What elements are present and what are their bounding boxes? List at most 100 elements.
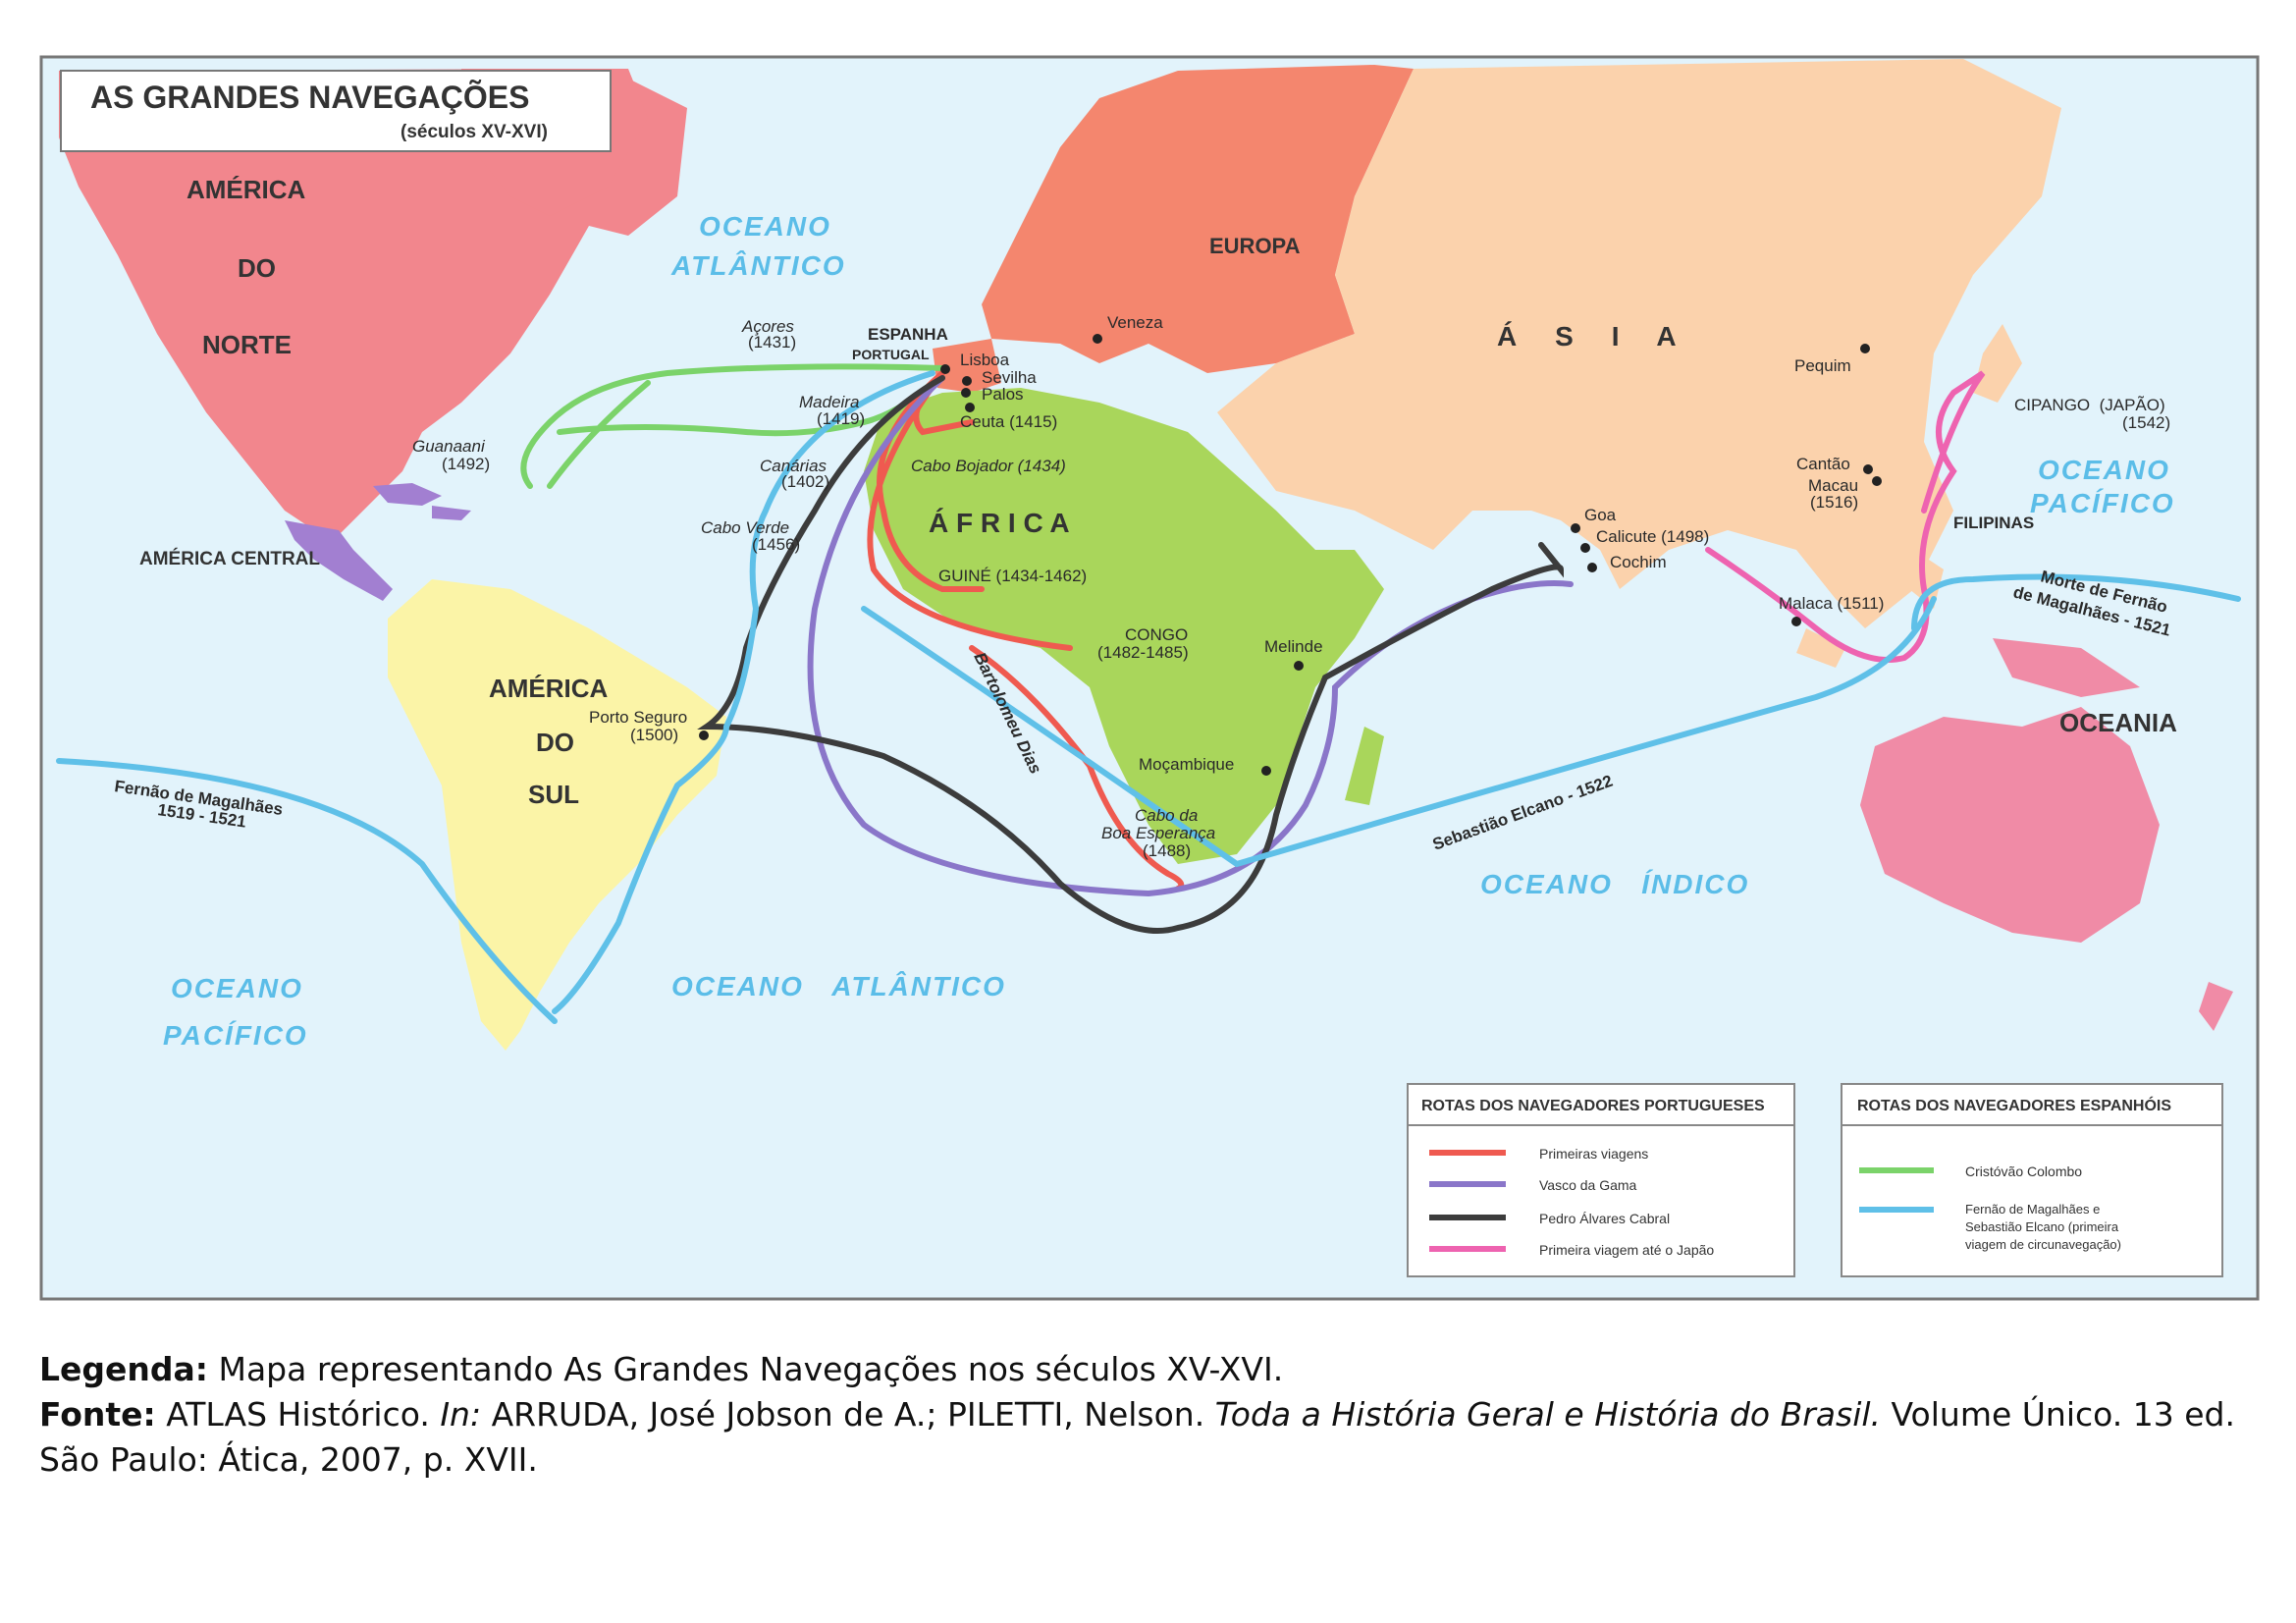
legend-pt-label-1: Primeiras viagens [1539,1146,1648,1162]
route-pedro-alvares-cabral [697,375,1565,934]
label-porto-seguro: Porto Seguro [589,708,687,727]
caribbean-islands [373,483,471,520]
label-guanaani-year: (1492) [442,455,490,473]
label-cipango: CIPANGO (JAPÃO) [2014,396,2165,414]
label-cabo-verde: Cabo Verde [701,518,789,537]
label-filipinas: FILIPINAS [1953,514,2034,532]
legend-es-label-2b: Sebastião Elcano (primeira [1965,1219,2119,1234]
label-sevilha: Sevilha [982,368,1037,387]
label-canarias: Canárias [760,457,828,475]
route-magalhaes-elcano [56,370,935,1024]
label-calicute: Calicute (1498) [1596,527,1709,546]
legend-es-label-1: Cristóvão Colombo [1965,1163,2082,1179]
legend-pt-label-3: Pedro Álvares Cabral [1539,1211,1670,1226]
caption-fonte-b: ARRUDA, José Jobson de A.; PILETTI, Nels… [481,1395,1215,1434]
caption-legenda-key: Legenda: [39,1350,208,1388]
label-congo: CONGO [1125,625,1188,644]
label-portugal: PORTUGAL [852,347,930,362]
caption-fonte-key: Fonte: [39,1395,156,1434]
asia-landmass [1217,59,2061,628]
dot-pequim [1860,344,1870,353]
route-magalhaes-pacific [1911,573,2241,631]
label-cabo-verde-year: (1456) [752,535,800,554]
route-colombo-outbound [520,363,945,489]
label-oceano-indico: OCEANO ÍNDICO [1480,869,1749,899]
label-malaca: Malaca (1511) [1779,594,1884,613]
label-america-central: AMÉRICA CENTRAL [139,548,320,569]
label-cabo-bojador: Cabo Bojador (1434) [911,457,1066,475]
legend-es-label-2a: Fernão de Magalhães e [1965,1202,2100,1217]
label-oceano-atlantico-n-2: ATLÂNTICO [670,250,846,281]
map-subtitle: (séculos XV-XVI) [400,122,548,142]
route-elcano-return [861,596,1937,868]
place-dots [699,334,1882,776]
label-pequim: Pequim [1794,356,1851,375]
legend-pt-label-4: Primeira viagem até o Japão [1539,1242,1714,1258]
label-africa: Á F R I C A [929,508,1070,538]
caption-legenda: Legenda: Mapa representando As Grandes N… [39,1347,2287,1392]
label-acores-year: (1431) [748,333,796,352]
label-cabo-boa-2: Boa Esperança [1101,824,1215,842]
dot-porto-seguro [699,730,709,740]
label-cipango-year: (1542) [2122,413,2170,432]
new-zealand-landmass [2199,982,2233,1031]
legend-es-label-2c: viagem de circunavegação) [1965,1237,2121,1252]
southeast-asia-islands [1796,550,1944,668]
label-america-norte-3: NORTE [202,330,292,359]
dot-melinde [1294,661,1304,671]
label-madeira-year: (1419) [817,409,865,428]
legend-es-title: ROTAS DOS NAVEGADORES ESPANHÓIS [1857,1096,2171,1114]
legend-espanhois: ROTAS DOS NAVEGADORES ESPANHÓIS Cristóvã… [1841,1083,2223,1277]
dot-cantao [1863,464,1873,474]
routes-layer [56,363,2241,1024]
dot-mocambique [1261,766,1271,776]
africa-landmass [864,388,1384,864]
label-macau-year: (1516) [1810,493,1858,512]
label-espanha: ESPANHA [868,325,948,344]
label-oceano-pacifico-e-2: PACÍFICO [2030,488,2175,518]
legend-pt-title: ROTAS DOS NAVEGADORES PORTUGUESES [1421,1098,1765,1114]
label-cantao: Cantão [1796,455,1850,473]
caption-fonte-book: Toda a História Geral e História do Bras… [1214,1395,1882,1434]
route-primeiras-viagens [867,370,1185,892]
title-box [60,70,612,152]
label-macau: Macau [1808,476,1858,495]
label-oceano-atlantico-s: OCEANO ATLÂNTICO [671,971,1006,1001]
legend-portugueses: ROTAS DOS NAVEGADORES PORTUGUESES Primei… [1407,1083,1795,1277]
label-acores: Açores [741,317,794,336]
label-cochim: Cochim [1610,553,1667,571]
europe-landmass [982,65,1414,373]
dot-goa [1571,523,1580,533]
caption-fonte: Fonte: ATLAS Histórico. In: ARRUDA, José… [39,1392,2287,1437]
label-asia: Á S I A [1497,321,1677,352]
label-america-sul-1: AMÉRICA [489,674,609,703]
australia-landmass [1860,707,2160,943]
place-labels: Açores (1431) ESPANHA PORTUGAL Lisboa Se… [113,313,2172,860]
iberia-landmass [933,339,1001,393]
label-america-sul-2: DO [536,728,574,757]
dot-sevilha [962,376,972,386]
label-oceano-pacifico-w-2: PACÍFICO [163,1020,308,1051]
dot-lisboa [940,364,950,374]
label-palos: Palos [982,385,1024,404]
label-goa: Goa [1584,506,1617,524]
japan-landmass [1973,324,2022,403]
dot-macau [1872,476,1882,486]
dot-palos [961,388,971,398]
map-title: AS GRANDES NAVEGAÇÕES [90,80,529,115]
label-europa: EUROPA [1209,234,1301,258]
dot-veneza [1093,334,1102,344]
label-cabo-boa-1: Cabo da [1135,806,1198,825]
label-oceano-pacifico-w-1: OCEANO [171,973,303,1003]
dot-ceuta [965,403,975,412]
label-mocambique: Moçambique [1139,755,1234,774]
label-oceano-atlantico-n-1: OCEANO [699,211,831,242]
label-america-sul-3: SUL [528,780,579,809]
label-melinde: Melinde [1264,637,1323,656]
ocean-labels: OCEANO ATLÂNTICO OCEANO ATLÂNTICO OCEANO… [163,211,2175,1051]
caption-fonte-c: Volume Único. 13 ed. [1881,1395,2235,1434]
label-america-norte-2: DO [238,253,276,283]
label-canarias-year: (1402) [781,472,829,491]
central-america-landmass [285,520,393,601]
